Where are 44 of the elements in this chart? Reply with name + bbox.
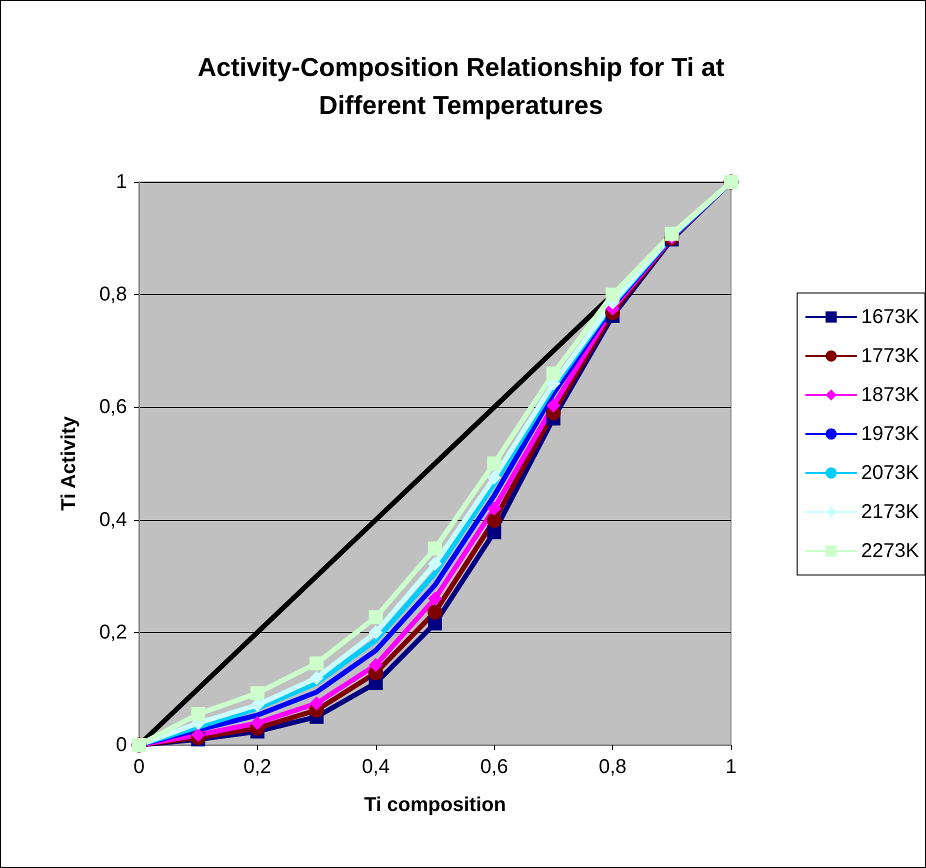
- point: [486, 512, 502, 528]
- point: [250, 686, 264, 700]
- y-tick-label: 0,2: [99, 621, 127, 644]
- x-tick-label: 1: [725, 756, 737, 778]
- point: [487, 456, 502, 470]
- point: [368, 658, 383, 672]
- point: [368, 625, 383, 640]
- point: [310, 696, 324, 710]
- point: [606, 288, 620, 302]
- y-tick-label: 0,8: [99, 284, 127, 306]
- point: [250, 698, 264, 712]
- x-tick-label: 0,2: [243, 756, 272, 778]
- legend-label: 1973K: [861, 423, 920, 445]
- point: [310, 656, 324, 670]
- legend-label: 2073K: [861, 462, 920, 484]
- y-tick-label: 1: [116, 171, 127, 193]
- legend-label: 2273K: [861, 540, 920, 562]
- legend-label: 2173K: [861, 501, 920, 523]
- legend-label: 1873K: [861, 384, 920, 406]
- point: [191, 707, 206, 722]
- x-tick-label: 0,8: [598, 756, 627, 778]
- x-tick-label: 0,6: [480, 756, 508, 778]
- legend-label: 1673K: [861, 306, 920, 328]
- point: [428, 604, 442, 620]
- point: [546, 398, 560, 413]
- point: [487, 470, 502, 485]
- point: [250, 716, 264, 730]
- point: [546, 366, 560, 380]
- point: [310, 671, 324, 686]
- x-tick-label: 0: [133, 756, 145, 778]
- point: [191, 728, 206, 742]
- point: [428, 542, 442, 556]
- legend-label: 1773K: [861, 345, 920, 367]
- point: [487, 502, 502, 516]
- point: [368, 610, 383, 624]
- point: [428, 556, 442, 571]
- x-axis-title: Ti composition: [364, 794, 506, 816]
- y-tick-label: 0: [116, 734, 127, 756]
- y-axis-title: Ti Activity: [58, 415, 80, 511]
- point: [428, 592, 442, 606]
- y-tick-label: 0,6: [99, 396, 127, 418]
- chart-title: Activity-Composition Relationship for Ti at Different Temperatures: [198, 52, 725, 120]
- y-tick-label: 0,4: [99, 508, 127, 531]
- x-tick-label: 0,4: [362, 756, 390, 778]
